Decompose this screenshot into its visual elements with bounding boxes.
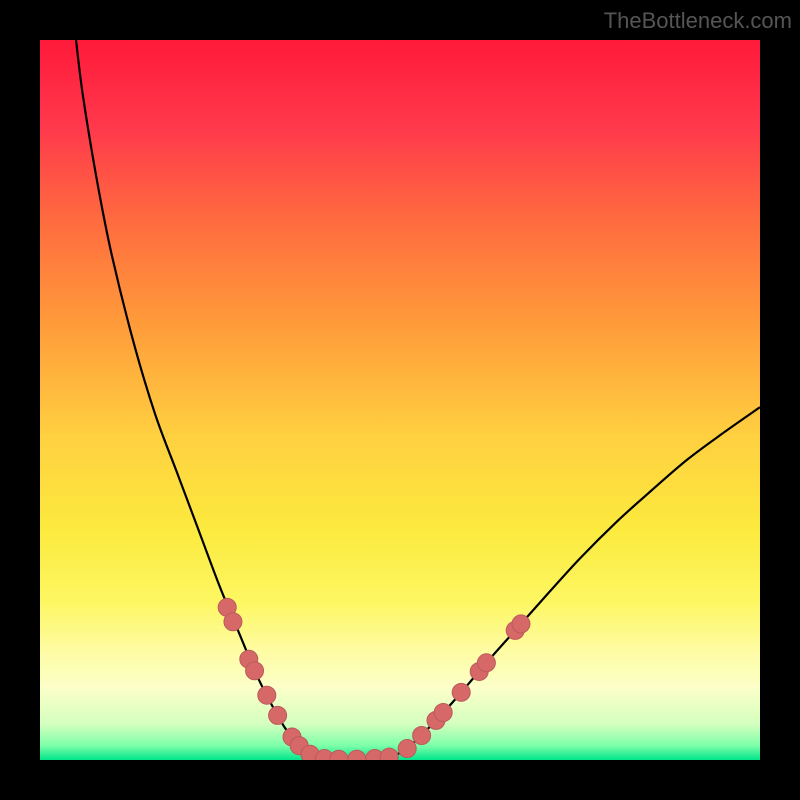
data-marker xyxy=(413,727,431,745)
data-marker xyxy=(512,615,530,633)
data-marker xyxy=(224,613,242,631)
data-marker xyxy=(398,739,416,757)
plot-area xyxy=(40,40,760,760)
data-marker xyxy=(452,683,470,701)
data-marker xyxy=(477,654,495,672)
bottleneck-chart xyxy=(40,40,760,760)
data-marker xyxy=(258,686,276,704)
gradient-background xyxy=(40,40,760,760)
chart-container: TheBottleneck.com xyxy=(0,0,800,800)
data-marker xyxy=(246,662,264,680)
data-marker xyxy=(269,706,287,724)
watermark-text: TheBottleneck.com xyxy=(604,8,792,34)
data-marker xyxy=(434,703,452,721)
